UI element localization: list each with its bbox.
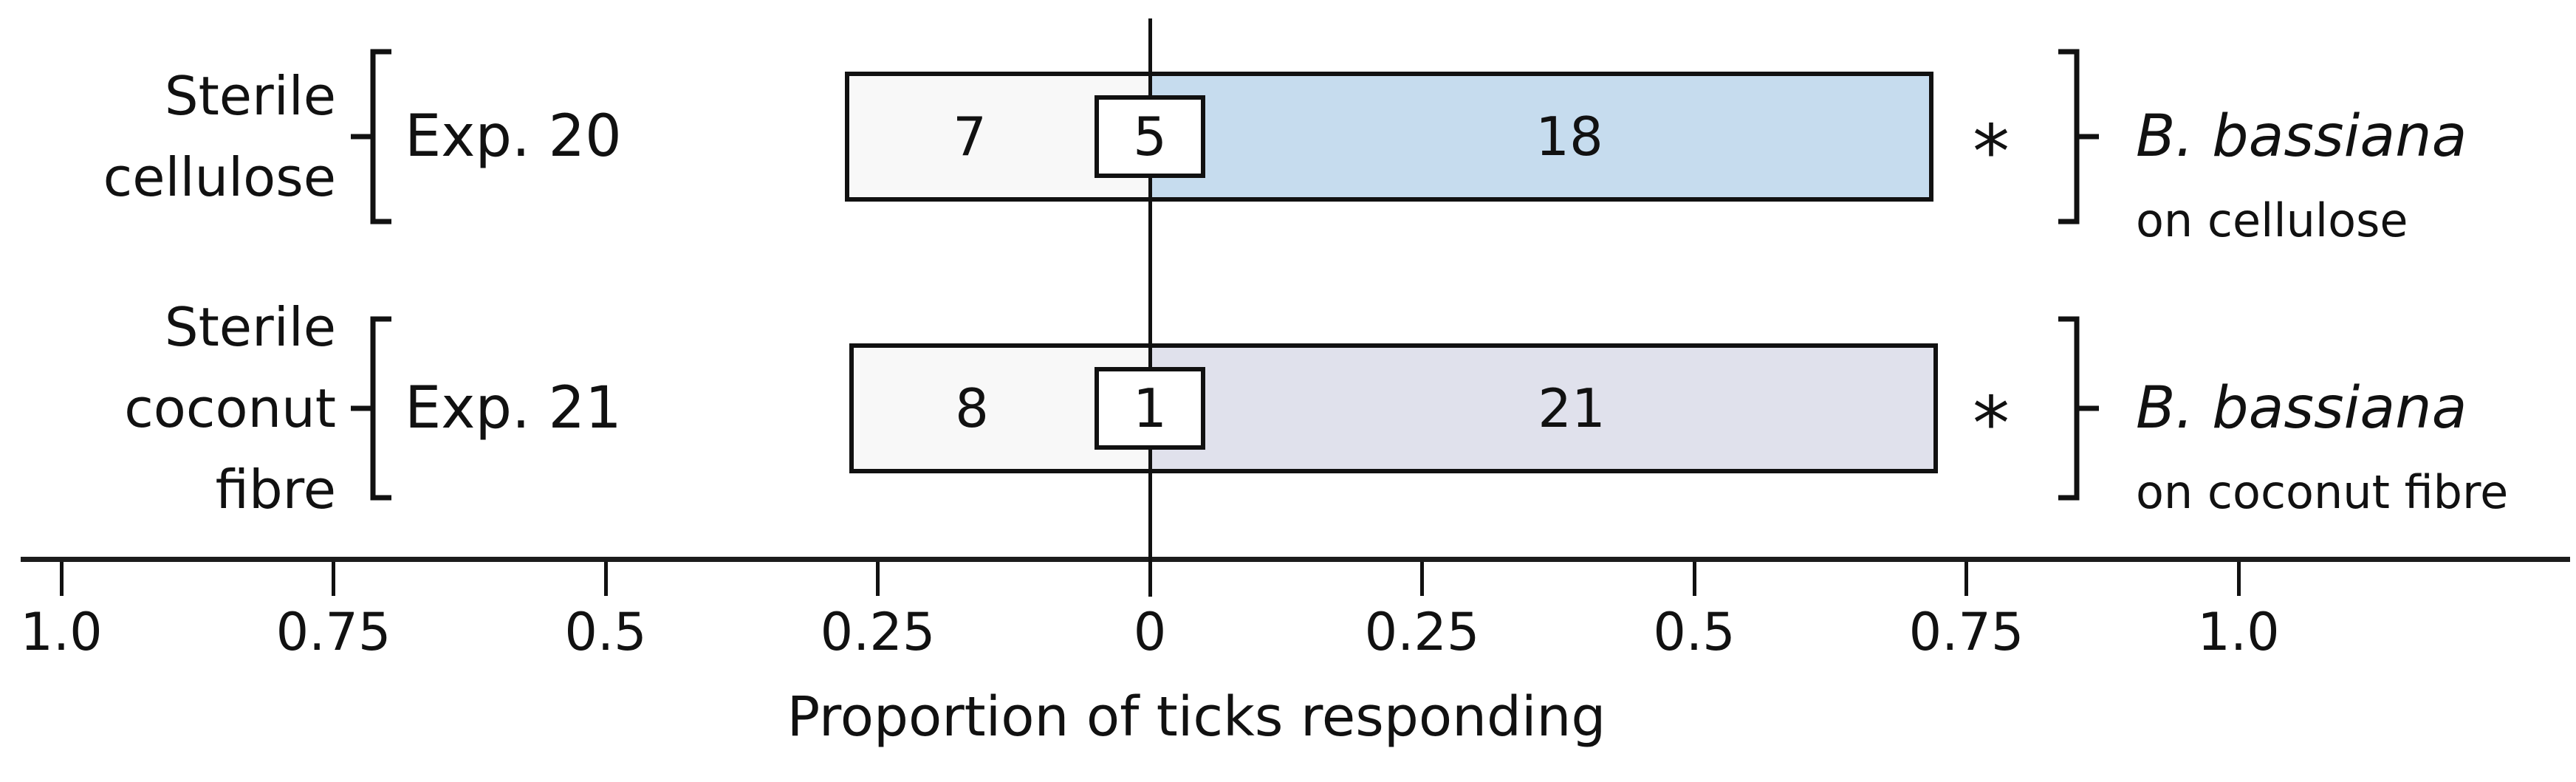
axis-tick-label: 0.5 xyxy=(564,602,647,662)
bar xyxy=(845,72,1933,202)
asterisk-glyph: * xyxy=(1973,380,2010,467)
row-category-label: Sterile coconut fibre xyxy=(124,296,336,521)
count-label-treatment: 21 xyxy=(1538,377,1606,439)
bar-treatment-segment xyxy=(1150,348,1933,469)
x-axis-title: Proportion of ticks responding xyxy=(787,685,1606,749)
count-label-control: 8 xyxy=(955,377,989,439)
experiment-bracket xyxy=(351,49,391,224)
bar xyxy=(849,343,1938,473)
axis-tick-label: 0.75 xyxy=(275,602,391,662)
significance-asterisk: * xyxy=(1939,357,2043,467)
zero-baseline xyxy=(1148,18,1152,597)
axis-tick xyxy=(1692,562,1696,596)
experiment-label: Exp. 21 xyxy=(405,375,622,442)
significance-asterisk: * xyxy=(1939,85,2043,195)
axis-tick-label: 1.0 xyxy=(2197,602,2280,662)
axis-tick-label: 1.0 xyxy=(20,602,103,662)
asterisk-glyph: * xyxy=(1973,108,2010,195)
axis-tick-label: 0 xyxy=(1133,602,1167,662)
no-response-box: 1 xyxy=(1095,367,1205,450)
row-category-label: Sterile cellulose xyxy=(103,65,336,208)
axis-tick xyxy=(603,562,608,596)
no-response-box: 5 xyxy=(1095,95,1205,178)
x-axis-line xyxy=(21,557,2570,562)
axis-tick xyxy=(1964,562,1968,596)
axis-tick-label: 0.75 xyxy=(1908,602,2024,662)
axis-tick xyxy=(59,562,64,596)
treatment-bracket xyxy=(2058,316,2099,501)
axis-tick-label: 0.25 xyxy=(1364,602,1480,662)
axis-tick xyxy=(332,562,335,596)
axis-tick xyxy=(876,562,880,596)
axis-tick-label: 0.25 xyxy=(820,602,936,662)
treatment-label: B. bassiana xyxy=(2136,103,2467,170)
treatment-bracket xyxy=(2058,49,2099,224)
count-label-control: 7 xyxy=(953,106,987,168)
experiment-bracket xyxy=(351,316,391,501)
treatment-sub-label: on coconut fibre xyxy=(2136,464,2509,519)
axis-tick-label: 0.5 xyxy=(1653,602,1736,662)
experiment-label: Exp. 20 xyxy=(405,103,622,170)
axis-tick xyxy=(2236,562,2241,596)
axis-tick xyxy=(1420,562,1424,596)
treatment-label: B. bassiana xyxy=(2136,375,2467,442)
treatment-sub-label: on cellulose xyxy=(2136,193,2408,247)
count-label-treatment: 18 xyxy=(1535,106,1603,168)
bar-treatment-segment xyxy=(1150,76,1929,197)
